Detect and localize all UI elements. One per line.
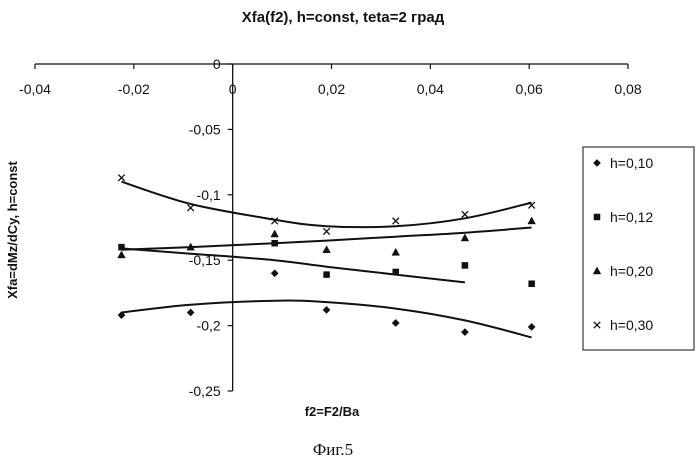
- y-tick-label: -0,25: [189, 383, 221, 399]
- y-tick-labels: 0-0,05-0,1-0,15-0,2-0,25: [189, 56, 221, 399]
- legend-label-4: h=0,30: [610, 317, 653, 333]
- data-point-series-1: [528, 323, 535, 330]
- data-point-series-4: [187, 205, 193, 211]
- data-point-series-4: [393, 218, 399, 224]
- data-point-series-1: [187, 309, 194, 316]
- data-point-series-1: [271, 270, 278, 277]
- x-tick-label: -0,04: [19, 81, 51, 97]
- y-tick-label: -0,05: [189, 121, 221, 137]
- x-tick-label: 0,06: [516, 81, 543, 97]
- data-point-series-2: [272, 240, 278, 246]
- data-point-series-3: [271, 230, 279, 237]
- data-point-series-3: [323, 246, 331, 253]
- axes: [35, 64, 628, 391]
- data-point-series-4: [462, 211, 468, 217]
- data-point-series-1: [323, 306, 330, 313]
- x-tick-label: 0,08: [614, 81, 641, 97]
- data-point-series-4: [323, 228, 329, 234]
- x-tick-label: 0,04: [417, 81, 444, 97]
- x-tick-label: -0,02: [118, 81, 150, 97]
- y-axis-label: Xfa=dMz/dCy, h=const: [5, 160, 20, 298]
- y-tick-label: 0: [213, 56, 221, 72]
- data-point-series-2: [118, 244, 124, 250]
- data-point-series-2: [324, 272, 330, 278]
- legend: h=0,10 h=0,12 h=0,20 h=0,30: [583, 147, 694, 350]
- data-point-series-3: [118, 251, 126, 258]
- data-point-series-3: [461, 234, 469, 241]
- legend-label-1: h=0,10: [610, 155, 653, 171]
- x-tick-label: 0,02: [318, 81, 345, 97]
- data-points: [118, 175, 536, 336]
- data-point-series-2: [529, 281, 535, 287]
- trendlines: [122, 182, 532, 338]
- x-tick-labels: -0,04 -0,02 0 0,02 0,04 0,06 0,08: [19, 81, 642, 97]
- data-point-series-4: [118, 175, 124, 181]
- trendline-series-4: [122, 182, 532, 227]
- data-point-series-2: [462, 262, 468, 268]
- figure-caption: Фиг.5: [313, 440, 353, 459]
- trendline-series-2: [122, 248, 465, 282]
- legend-label-2: h=0,12: [610, 209, 653, 225]
- data-point-series-1: [461, 329, 468, 336]
- legend-label-3: h=0,20: [610, 263, 653, 279]
- data-point-series-3: [392, 248, 400, 255]
- data-point-series-1: [392, 319, 399, 326]
- y-tick-label: -0,1: [197, 187, 221, 203]
- x-axis-label: f2=F2/Ba: [305, 404, 360, 419]
- data-point-series-3: [528, 217, 536, 224]
- data-point-series-2: [393, 269, 399, 275]
- y-tick-label: -0,2: [197, 318, 221, 334]
- x-tick-label: 0: [229, 81, 237, 97]
- chart-title: Xfa(f2), h=const, teta=2 град: [242, 9, 445, 26]
- chart: Xfa(f2), h=const, teta=2 град -0,04 -0,02…: [0, 0, 699, 462]
- legend-marker-2: [594, 214, 600, 220]
